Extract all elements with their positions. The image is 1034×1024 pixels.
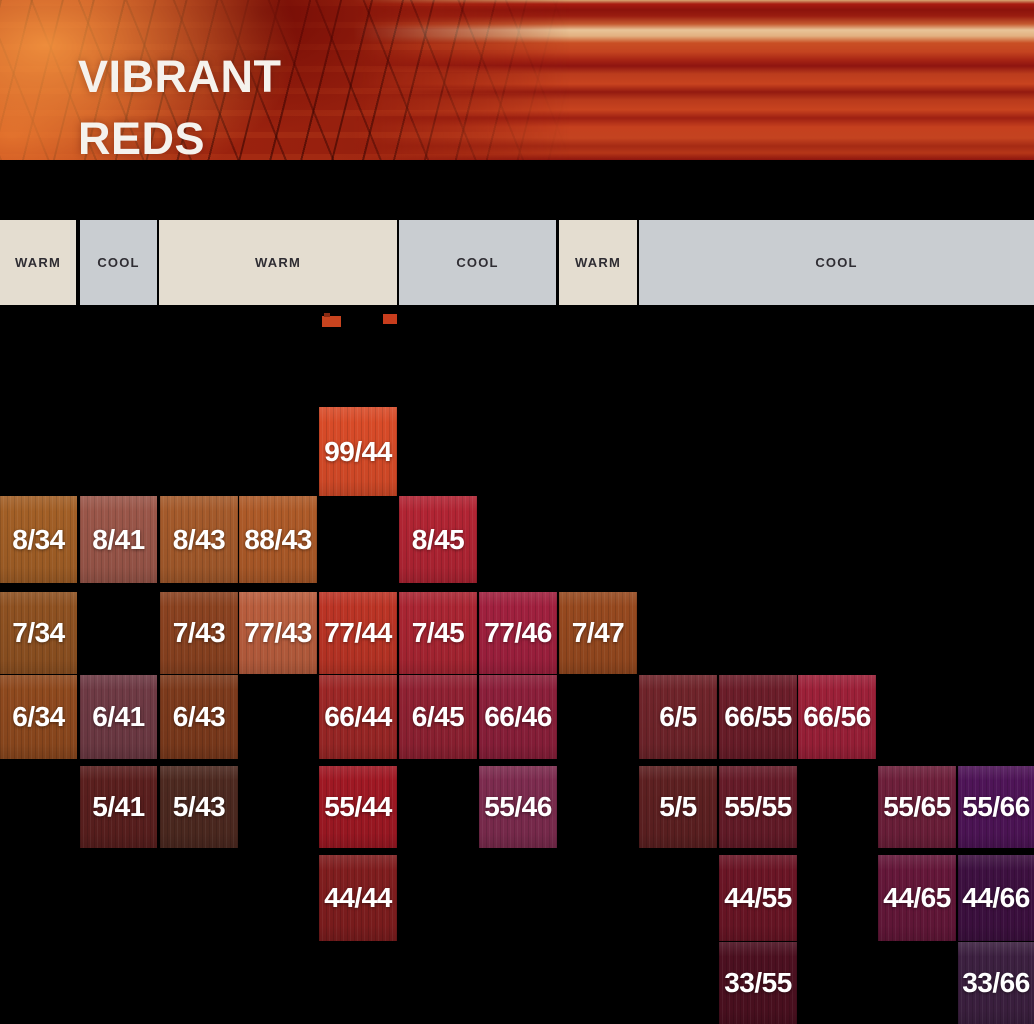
swatch-fragment-3 xyxy=(383,314,397,324)
temperature-band-label: COOL xyxy=(456,255,499,270)
swatch-code-label: 5/5 xyxy=(659,791,697,822)
swatch-code-label: 8/43 xyxy=(172,523,226,555)
temperature-band-label: WARM xyxy=(15,255,61,270)
swatch-code-label: 77/43 xyxy=(244,617,312,648)
color-swatch-6-5: 6/5 xyxy=(639,675,717,759)
page-title: VIBRANT REDS xyxy=(78,46,282,160)
temperature-band-cool-2: COOL xyxy=(80,220,157,305)
color-swatch-7-43: 7/43 xyxy=(160,592,238,674)
swatch-code-label: 7/34 xyxy=(12,617,65,648)
swatch-code-label: 8/41 xyxy=(92,523,145,555)
swatch-code-label: 44/44 xyxy=(324,882,392,913)
color-swatch-8-45: 8/45 xyxy=(399,496,477,583)
color-swatch-33-66: 33/66 xyxy=(958,942,1034,1024)
swatch-code-label: 66/44 xyxy=(324,701,392,732)
swatch-code-label: 99/44 xyxy=(324,435,392,467)
color-swatch-77-44: 77/44 xyxy=(319,592,397,674)
swatch-code-label: 77/44 xyxy=(324,617,392,648)
hero-architecture-image xyxy=(0,0,570,160)
color-swatch-7-34: 7/34 xyxy=(0,592,77,674)
color-swatch-66-55: 66/55 xyxy=(719,675,797,759)
color-swatch-55-65: 55/65 xyxy=(878,766,956,848)
color-swatch-8-34: 8/34 xyxy=(0,496,77,583)
swatch-code-label: 33/55 xyxy=(724,967,792,998)
color-swatch-6-43: 6/43 xyxy=(160,675,238,759)
color-swatch-55-55: 55/55 xyxy=(719,766,797,848)
temperature-band-warm-3: WARM xyxy=(159,220,397,305)
color-swatch-6-45: 6/45 xyxy=(399,675,477,759)
swatch-code-label: 6/5 xyxy=(659,701,697,732)
color-swatch-66-44: 66/44 xyxy=(319,675,397,759)
swatch-code-label: 66/56 xyxy=(803,701,871,732)
color-swatch-5-41: 5/41 xyxy=(80,766,157,848)
color-swatch-7-47: 7/47 xyxy=(559,592,637,674)
temperature-band-label: COOL xyxy=(97,255,140,270)
color-swatch-44-44: 44/44 xyxy=(319,855,397,941)
swatch-code-label: 6/43 xyxy=(172,701,226,732)
hero-banner: VIBRANT REDS xyxy=(0,0,1034,160)
color-swatch-55-66: 55/66 xyxy=(958,766,1034,848)
temperature-band-cool-4: COOL xyxy=(399,220,556,305)
color-swatch-6-41: 6/41 xyxy=(80,675,157,759)
color-swatch-6-34: 6/34 xyxy=(0,675,77,759)
color-swatch-44-65: 44/65 xyxy=(878,855,956,941)
swatch-code-label: 8/34 xyxy=(12,523,65,555)
swatch-code-label: 7/47 xyxy=(571,617,625,648)
color-swatch-66-46: 66/46 xyxy=(479,675,557,759)
temperature-band-warm-5: WARM xyxy=(559,220,637,305)
swatch-code-label: 6/34 xyxy=(12,701,65,732)
swatch-fragment-1 xyxy=(322,316,341,327)
swatch-code-label: 44/65 xyxy=(883,882,951,913)
color-swatch-8-41: 8/41 xyxy=(80,496,157,583)
color-swatch-88-43: 88/43 xyxy=(239,496,317,583)
swatch-code-label: 6/45 xyxy=(411,701,465,732)
swatch-code-label: 77/46 xyxy=(484,617,552,648)
swatch-fragment-2 xyxy=(324,313,330,317)
temperature-band-label: WARM xyxy=(255,255,301,270)
color-swatch-5-5: 5/5 xyxy=(639,766,717,848)
color-swatch-55-46: 55/46 xyxy=(479,766,557,848)
swatch-code-label: 5/41 xyxy=(92,791,145,822)
color-swatch-8-43: 8/43 xyxy=(160,496,238,583)
temperature-band-label: WARM xyxy=(575,255,621,270)
color-swatch-33-55: 33/55 xyxy=(719,942,797,1024)
color-swatch-99-44: 99/44 xyxy=(319,407,397,496)
swatch-code-label: 55/66 xyxy=(962,791,1030,822)
color-swatch-66-56: 66/56 xyxy=(798,675,876,759)
color-swatch-44-55: 44/55 xyxy=(719,855,797,941)
swatch-code-label: 55/44 xyxy=(324,791,392,822)
swatch-code-label: 7/45 xyxy=(411,617,465,648)
swatch-code-label: 7/43 xyxy=(172,617,226,648)
color-swatch-7-45: 7/45 xyxy=(399,592,477,674)
color-swatch-5-43: 5/43 xyxy=(160,766,238,848)
swatch-code-label: 44/66 xyxy=(962,882,1030,913)
color-swatch-77-46: 77/46 xyxy=(479,592,557,674)
swatch-code-label: 55/46 xyxy=(484,791,552,822)
swatch-code-label: 6/41 xyxy=(92,701,145,732)
swatch-code-label: 88/43 xyxy=(244,523,312,555)
swatch-code-label: 66/46 xyxy=(484,701,552,732)
swatch-code-label: 55/55 xyxy=(724,791,792,822)
color-swatch-55-44: 55/44 xyxy=(319,766,397,848)
page-title-line2: REDS xyxy=(78,113,206,160)
color-swatch-44-66: 44/66 xyxy=(958,855,1034,941)
temperature-band-cool-6: COOL xyxy=(639,220,1034,305)
page-title-line1: VIBRANT xyxy=(78,51,282,103)
swatch-code-label: 44/55 xyxy=(724,882,792,913)
temperature-band-label: COOL xyxy=(815,255,858,270)
swatch-code-label: 66/55 xyxy=(724,701,792,732)
swatch-code-label: 8/45 xyxy=(411,523,465,555)
temperature-band-warm-1: WARM xyxy=(0,220,76,305)
swatch-code-label: 5/43 xyxy=(172,791,226,822)
swatch-code-label: 55/65 xyxy=(883,791,951,822)
swatch-code-label: 33/66 xyxy=(962,967,1030,998)
color-swatch-77-43: 77/43 xyxy=(239,592,317,674)
